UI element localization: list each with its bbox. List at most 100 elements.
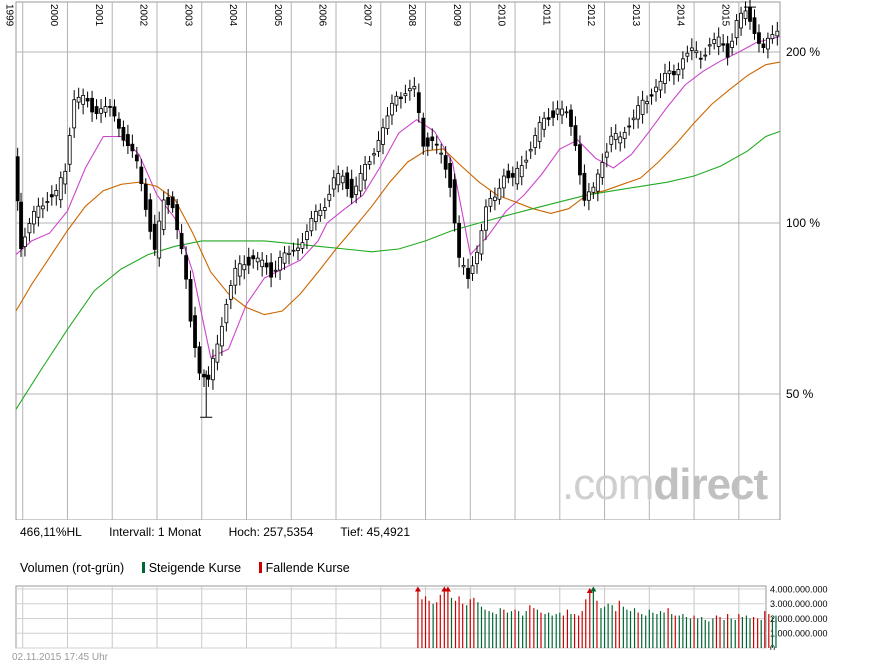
candle-body <box>23 236 27 247</box>
candle-body <box>412 85 417 90</box>
candle-body <box>81 95 86 105</box>
candle-body <box>32 210 36 225</box>
candle-body <box>604 151 609 158</box>
candle-body <box>372 153 376 156</box>
candle-body <box>546 117 551 120</box>
candle-body <box>761 43 766 48</box>
candle-body <box>108 106 112 108</box>
candle-body <box>484 206 488 231</box>
candle-body <box>770 34 775 40</box>
candle-body <box>246 256 251 266</box>
candle-body <box>27 223 32 234</box>
candle-body <box>381 127 385 145</box>
candle-body <box>582 172 587 201</box>
candle-body <box>578 144 582 176</box>
candle-body <box>143 184 148 210</box>
x-tick-label: 2011 <box>540 4 551 26</box>
moving-average-line <box>15 130 781 410</box>
candle-body <box>600 162 605 178</box>
candle-body <box>488 198 493 207</box>
candle-body <box>439 152 444 155</box>
candle-body <box>595 173 600 192</box>
candle-body <box>117 118 121 129</box>
candle-body <box>501 175 506 189</box>
candle-body <box>730 40 735 48</box>
candle-body <box>640 99 645 115</box>
candle-body <box>148 199 153 232</box>
candle-body <box>627 125 632 128</box>
candle-body <box>680 58 685 70</box>
candle-body <box>202 373 206 378</box>
candle-body <box>63 170 68 185</box>
candle-body <box>394 95 399 106</box>
candle-body <box>305 231 309 240</box>
candle-body <box>672 70 676 76</box>
candle-body <box>19 201 23 250</box>
candle-body <box>67 135 72 165</box>
comdirect-watermark: .comdirect <box>562 460 768 509</box>
candle-body <box>273 269 278 272</box>
candle-body <box>452 179 457 224</box>
x-tick-label: 2013 <box>630 4 641 27</box>
candle-body <box>161 199 166 230</box>
candle-body <box>130 143 135 152</box>
candle-body <box>721 43 726 46</box>
candle-body <box>712 39 717 44</box>
candle-body <box>707 44 712 47</box>
candle-body <box>403 93 408 97</box>
candle-body <box>528 149 533 152</box>
candle-body <box>407 88 412 92</box>
interval-label: Intervall: 1 Monat <box>109 525 202 539</box>
volume-overflow-arrow <box>590 586 597 592</box>
candle-body <box>457 222 461 258</box>
candle-body <box>510 173 515 178</box>
candle-body <box>461 265 466 268</box>
candle-body <box>654 86 658 93</box>
candle-body <box>479 230 484 255</box>
candle-body <box>694 50 699 54</box>
y-tick-label: 200 % <box>786 45 820 59</box>
candle-body <box>703 54 708 57</box>
candle-body <box>72 99 77 129</box>
candle-body <box>179 233 184 250</box>
x-tick-label: 2002 <box>138 4 149 27</box>
candle-body <box>421 117 426 147</box>
candle-body <box>36 205 41 218</box>
candle-body <box>676 69 681 76</box>
candle-body <box>313 211 318 222</box>
candle-body <box>211 357 215 381</box>
candle-body <box>618 136 623 144</box>
candle-body <box>175 204 180 230</box>
volume-tick-label: 4.000.000.000 <box>770 584 828 594</box>
candle-body <box>242 264 247 271</box>
x-tick-label: 2001 <box>93 4 104 27</box>
candle-body <box>296 247 300 251</box>
candle-body <box>233 267 238 286</box>
candle-body <box>300 242 305 249</box>
x-tick-label: 2009 <box>451 4 462 27</box>
candle-body <box>613 133 618 140</box>
x-tick-label: 2007 <box>361 4 372 27</box>
candle-body <box>166 197 171 206</box>
candle-body <box>282 252 287 264</box>
candle-body <box>537 122 542 142</box>
moving-average-line <box>15 35 781 359</box>
candle-body <box>475 251 479 265</box>
candle-body <box>170 196 175 209</box>
candle-body <box>193 315 197 348</box>
y-tick-label: 50 % <box>786 387 814 401</box>
candle-body <box>206 374 211 380</box>
candle-body <box>399 96 403 99</box>
candle-body <box>224 303 229 324</box>
candle-body <box>139 166 144 185</box>
candle-body <box>734 20 739 39</box>
candle-body <box>251 255 256 260</box>
candle-body <box>492 196 497 201</box>
candle-body <box>685 52 690 57</box>
candle-body <box>542 117 547 130</box>
high-label: Hoch: 257,5354 <box>228 525 314 539</box>
candle-body <box>331 177 336 190</box>
candle-body <box>121 127 126 141</box>
candle-body <box>291 249 296 252</box>
candle-body <box>622 131 627 139</box>
